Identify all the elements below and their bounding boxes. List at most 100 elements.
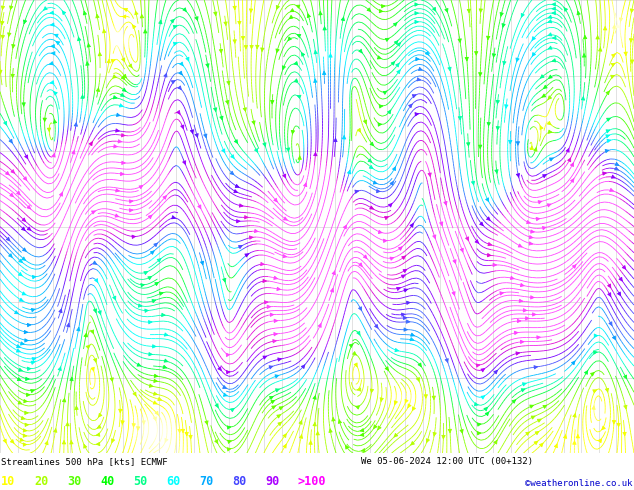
- FancyArrowPatch shape: [516, 58, 519, 62]
- FancyArrowPatch shape: [426, 439, 429, 442]
- FancyArrowPatch shape: [522, 383, 526, 386]
- FancyArrowPatch shape: [153, 344, 156, 348]
- FancyArrowPatch shape: [540, 74, 544, 78]
- FancyArrowPatch shape: [296, 5, 300, 8]
- FancyArrowPatch shape: [177, 110, 180, 114]
- FancyArrowPatch shape: [623, 266, 626, 269]
- FancyArrowPatch shape: [494, 370, 498, 374]
- FancyArrowPatch shape: [401, 275, 405, 278]
- FancyArrowPatch shape: [115, 189, 119, 192]
- FancyArrowPatch shape: [488, 243, 491, 245]
- FancyArrowPatch shape: [190, 130, 193, 133]
- FancyArrowPatch shape: [474, 403, 478, 406]
- FancyArrowPatch shape: [460, 248, 463, 252]
- FancyArrowPatch shape: [477, 432, 481, 435]
- FancyArrowPatch shape: [171, 20, 174, 23]
- FancyArrowPatch shape: [164, 333, 168, 336]
- FancyArrowPatch shape: [378, 123, 382, 126]
- FancyArrowPatch shape: [332, 271, 335, 275]
- FancyArrowPatch shape: [614, 167, 618, 170]
- FancyArrowPatch shape: [314, 79, 317, 82]
- FancyArrowPatch shape: [617, 423, 620, 427]
- FancyArrowPatch shape: [392, 167, 396, 171]
- FancyArrowPatch shape: [538, 419, 541, 422]
- FancyArrowPatch shape: [18, 401, 22, 404]
- FancyArrowPatch shape: [428, 173, 431, 176]
- FancyArrowPatch shape: [25, 339, 28, 342]
- FancyArrowPatch shape: [226, 100, 229, 104]
- FancyArrowPatch shape: [10, 6, 13, 9]
- FancyArrowPatch shape: [278, 358, 281, 361]
- FancyArrowPatch shape: [397, 43, 401, 46]
- FancyArrowPatch shape: [406, 320, 410, 323]
- FancyArrowPatch shape: [51, 45, 55, 48]
- FancyArrowPatch shape: [383, 91, 387, 95]
- FancyArrowPatch shape: [547, 204, 551, 207]
- FancyArrowPatch shape: [521, 389, 525, 392]
- FancyArrowPatch shape: [523, 309, 527, 312]
- FancyArrowPatch shape: [333, 138, 337, 142]
- FancyArrowPatch shape: [133, 25, 136, 28]
- Text: We 05-06-2024 12:00 UTC (00+132): We 05-06-2024 12:00 UTC (00+132): [361, 457, 533, 466]
- FancyArrowPatch shape: [153, 392, 157, 395]
- FancyArrowPatch shape: [500, 13, 503, 16]
- FancyArrowPatch shape: [410, 338, 414, 341]
- FancyArrowPatch shape: [359, 263, 362, 267]
- FancyArrowPatch shape: [402, 256, 405, 259]
- FancyArrowPatch shape: [611, 175, 615, 178]
- FancyArrowPatch shape: [77, 327, 80, 331]
- FancyArrowPatch shape: [144, 271, 148, 274]
- FancyArrowPatch shape: [283, 254, 287, 258]
- FancyArrowPatch shape: [70, 441, 73, 444]
- FancyArrowPatch shape: [122, 15, 126, 18]
- FancyArrowPatch shape: [195, 134, 198, 137]
- FancyArrowPatch shape: [282, 66, 285, 70]
- FancyArrowPatch shape: [519, 299, 522, 302]
- FancyArrowPatch shape: [32, 358, 36, 361]
- FancyArrowPatch shape: [269, 396, 273, 399]
- FancyArrowPatch shape: [139, 186, 143, 189]
- FancyArrowPatch shape: [534, 441, 538, 444]
- FancyArrowPatch shape: [283, 174, 286, 178]
- FancyArrowPatch shape: [630, 9, 633, 13]
- FancyArrowPatch shape: [263, 279, 266, 283]
- FancyArrowPatch shape: [607, 139, 611, 143]
- FancyArrowPatch shape: [406, 301, 410, 304]
- FancyArrowPatch shape: [294, 79, 298, 82]
- FancyArrowPatch shape: [624, 375, 626, 379]
- FancyArrowPatch shape: [433, 432, 436, 436]
- FancyArrowPatch shape: [25, 155, 28, 159]
- FancyArrowPatch shape: [550, 158, 553, 161]
- FancyArrowPatch shape: [347, 170, 351, 174]
- FancyArrowPatch shape: [566, 148, 569, 152]
- FancyArrowPatch shape: [394, 433, 398, 437]
- FancyArrowPatch shape: [611, 63, 615, 67]
- FancyArrowPatch shape: [137, 363, 141, 366]
- FancyArrowPatch shape: [9, 139, 12, 143]
- FancyArrowPatch shape: [23, 177, 27, 180]
- FancyArrowPatch shape: [120, 93, 124, 97]
- FancyArrowPatch shape: [119, 409, 122, 413]
- FancyArrowPatch shape: [548, 33, 552, 36]
- FancyArrowPatch shape: [323, 71, 326, 74]
- FancyArrowPatch shape: [363, 120, 366, 123]
- FancyArrowPatch shape: [358, 388, 361, 391]
- FancyArrowPatch shape: [129, 200, 133, 203]
- FancyArrowPatch shape: [630, 60, 634, 63]
- FancyArrowPatch shape: [236, 220, 240, 223]
- FancyArrowPatch shape: [16, 344, 20, 348]
- FancyArrowPatch shape: [132, 235, 136, 239]
- FancyArrowPatch shape: [235, 184, 239, 188]
- FancyArrowPatch shape: [598, 440, 602, 442]
- FancyArrowPatch shape: [261, 262, 264, 266]
- FancyArrowPatch shape: [96, 14, 99, 18]
- FancyArrowPatch shape: [121, 76, 125, 79]
- FancyArrowPatch shape: [271, 100, 274, 104]
- FancyArrowPatch shape: [3, 439, 6, 443]
- FancyArrowPatch shape: [54, 92, 57, 95]
- FancyArrowPatch shape: [396, 63, 399, 67]
- FancyArrowPatch shape: [122, 134, 125, 137]
- FancyArrowPatch shape: [477, 423, 481, 426]
- FancyArrowPatch shape: [6, 172, 9, 175]
- FancyArrowPatch shape: [23, 443, 27, 446]
